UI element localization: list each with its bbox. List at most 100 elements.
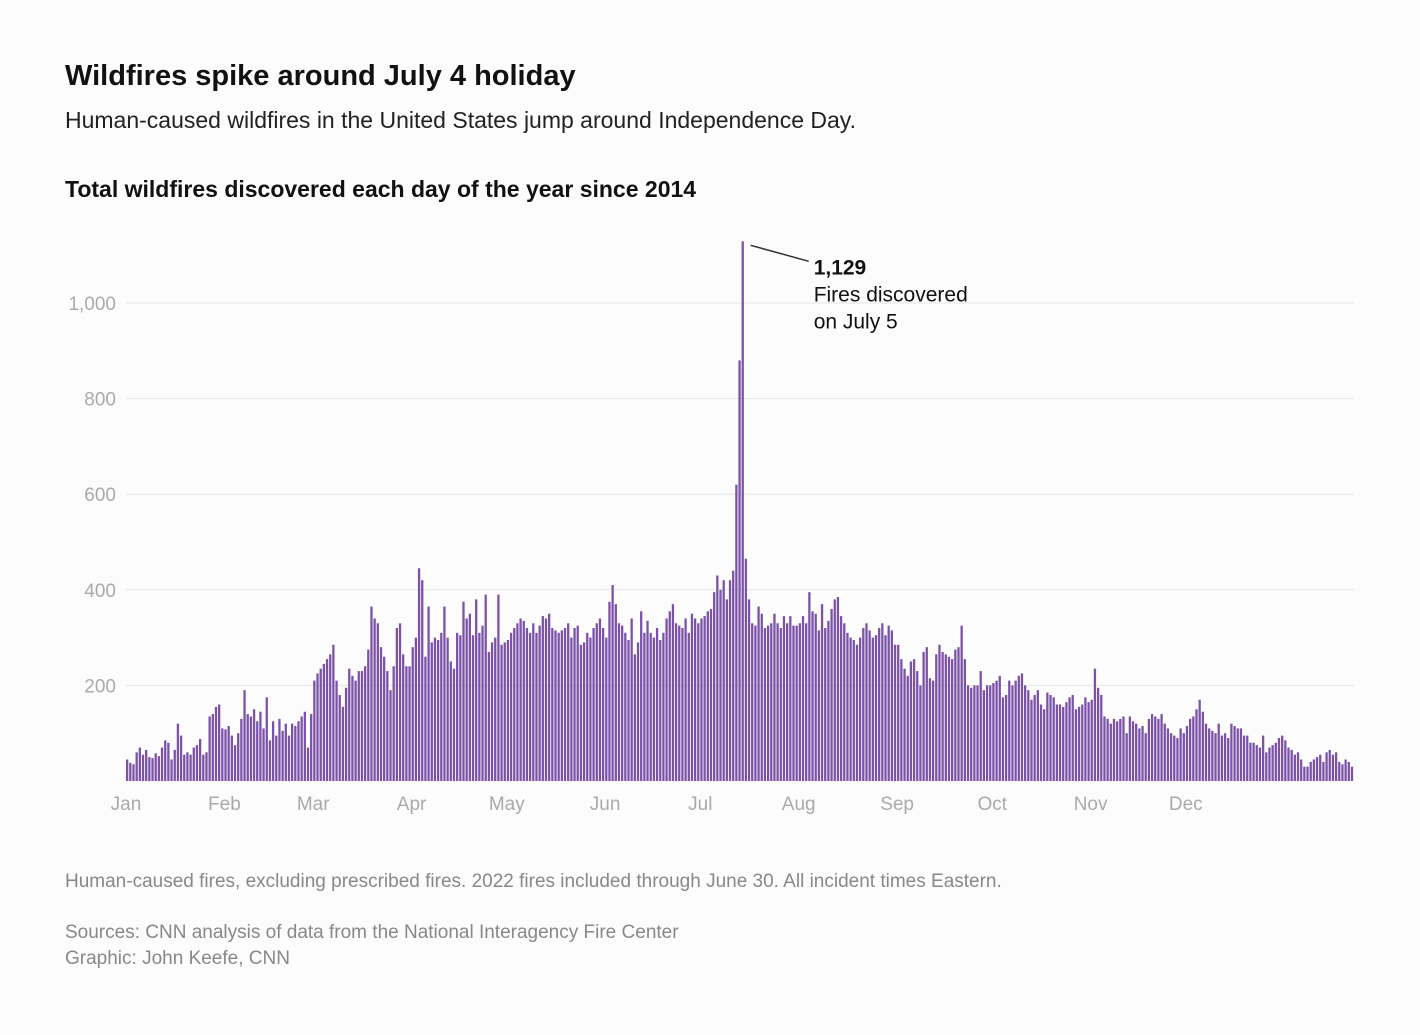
bar [1198, 699, 1201, 781]
bar [424, 656, 427, 781]
bar [509, 632, 513, 781]
bar [630, 618, 633, 781]
bar [167, 742, 170, 781]
bar [1277, 737, 1281, 781]
bar [798, 623, 801, 781]
bar [329, 654, 332, 781]
bar [960, 625, 963, 781]
bar [1319, 754, 1322, 781]
bar [287, 735, 291, 781]
bar [782, 616, 786, 781]
bar [262, 728, 265, 781]
bar [1179, 728, 1182, 781]
bar [357, 671, 360, 781]
bar [741, 241, 744, 782]
bar [954, 649, 957, 781]
bar [398, 623, 402, 781]
bar [440, 632, 443, 781]
x-tick-label: Jun [590, 794, 621, 815]
bar [868, 630, 871, 781]
bar [1287, 747, 1290, 781]
bar [725, 599, 728, 781]
bar [836, 596, 840, 781]
bar [693, 618, 697, 781]
bar [1246, 735, 1249, 781]
bar [897, 644, 900, 781]
bar [852, 639, 855, 781]
bar [576, 625, 579, 781]
bar [214, 706, 218, 781]
x-tick-label: Sep [880, 794, 914, 815]
bar [858, 637, 862, 781]
bar [1350, 766, 1354, 781]
bar [1185, 726, 1189, 781]
bar [389, 690, 392, 781]
bar [513, 628, 516, 781]
bar [316, 673, 319, 781]
bar [129, 762, 132, 781]
bar [674, 623, 678, 781]
bar [849, 637, 852, 781]
bar [1328, 749, 1331, 781]
bar [795, 625, 798, 781]
bar [1166, 728, 1170, 781]
bar [1296, 752, 1300, 781]
bar [186, 752, 189, 781]
bar [1081, 704, 1084, 781]
bar [160, 747, 164, 781]
bar [884, 635, 887, 781]
bar [1141, 726, 1144, 781]
bar [621, 625, 624, 781]
bar [132, 764, 135, 781]
bar [548, 613, 551, 781]
bar [662, 632, 665, 781]
bar [519, 618, 522, 781]
bar [402, 654, 405, 781]
bar [1268, 747, 1271, 781]
bar [1261, 735, 1265, 781]
bar [973, 685, 976, 781]
bar [484, 594, 487, 781]
bar [291, 723, 294, 781]
bar [224, 729, 227, 781]
bar [392, 666, 395, 781]
bar [1058, 704, 1062, 781]
bar [1154, 716, 1157, 781]
bar [878, 628, 881, 781]
bar [893, 644, 897, 781]
bar [659, 639, 662, 781]
bar [275, 735, 278, 781]
bar [865, 623, 868, 781]
bar [1325, 752, 1328, 781]
bar [532, 623, 535, 781]
bar [379, 647, 383, 781]
chart-headline: Wildfires spike around July 4 holiday [65, 60, 576, 92]
bar [846, 632, 849, 781]
bar [684, 618, 687, 781]
bar [982, 690, 986, 781]
bar [703, 616, 706, 781]
bar [363, 666, 367, 781]
bar [722, 580, 725, 781]
bar [1189, 718, 1192, 781]
bar [1281, 735, 1284, 781]
bar [335, 680, 338, 781]
bar [1258, 747, 1262, 781]
bar [1122, 716, 1125, 781]
bar [221, 728, 224, 781]
bar [246, 714, 249, 781]
x-tick-label: Jul [688, 794, 712, 815]
bar [817, 630, 821, 781]
bar [747, 599, 751, 781]
bar [770, 623, 773, 781]
bar [681, 628, 684, 781]
bar [573, 628, 576, 781]
bar [414, 637, 418, 781]
bar [697, 623, 700, 781]
bar [557, 632, 560, 781]
bar [1208, 728, 1211, 781]
bar [643, 632, 646, 781]
bar [678, 625, 681, 781]
bar [998, 675, 1001, 781]
bar [805, 623, 808, 781]
